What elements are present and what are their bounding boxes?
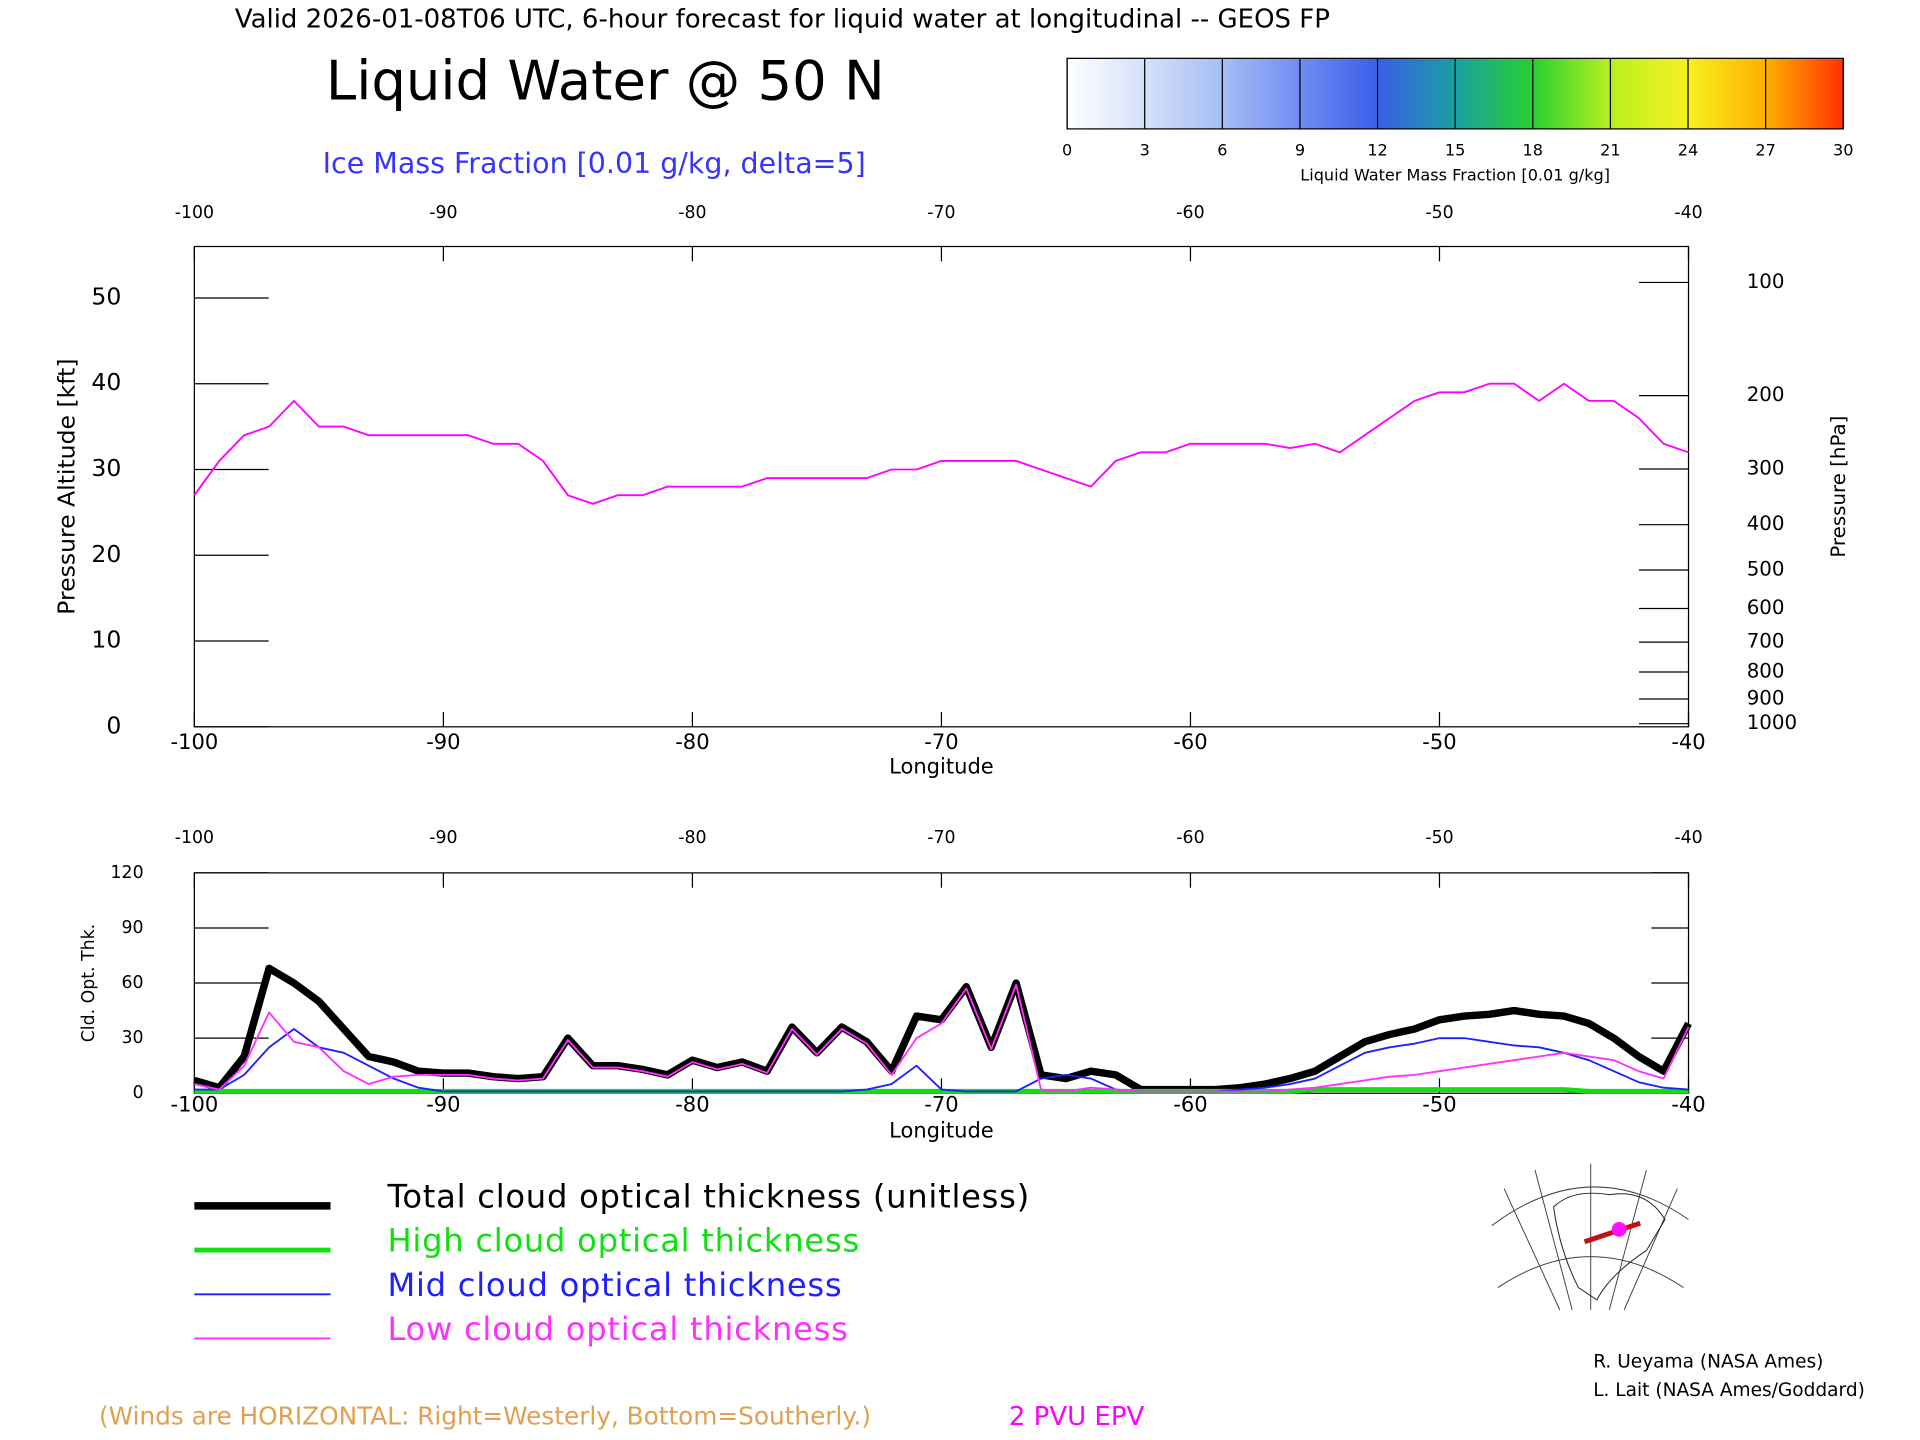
x-tick-label: -100 — [170, 729, 218, 754]
x-tick-label: -50 — [1422, 729, 1456, 754]
x-tick-label-top: -50 — [1425, 203, 1453, 223]
map-meridian — [1503, 1163, 1678, 1311]
x-axis-label: Longitude — [889, 1118, 994, 1143]
y-tick-label: 120 — [111, 863, 144, 883]
y2-tick-label: 600 — [1747, 596, 1785, 619]
y-tick-label: 20 — [91, 540, 121, 568]
chart-title: Liquid Water @ 50 N — [326, 48, 885, 112]
y-tick-label: 90 — [122, 918, 144, 938]
x-tick-label-top: -100 — [175, 828, 214, 848]
credit: L. Lait (NASA Ames/Goddard) — [1593, 1380, 1865, 1401]
locator-map — [1491, 1163, 1689, 1311]
y2-tick-label: 700 — [1747, 630, 1785, 653]
colorbar-tick-label: 9 — [1295, 141, 1305, 160]
x-tick-label-top: -100 — [175, 203, 214, 223]
colorbar-tick-label: 24 — [1678, 141, 1698, 160]
x-tick-label-top: -70 — [927, 203, 955, 223]
x-tick-label-top: -40 — [1674, 203, 1702, 223]
map-point — [1611, 1221, 1627, 1237]
y-tick-label: 10 — [91, 626, 121, 654]
x-tick-label-top: -60 — [1176, 828, 1204, 848]
colorbar-tick-label: 30 — [1833, 141, 1853, 160]
colorbar-tick-label: 12 — [1367, 141, 1387, 160]
x-tick-label-top: -60 — [1176, 203, 1204, 223]
y-tick-label: 0 — [106, 711, 121, 739]
series-line — [194, 983, 1690, 1093]
x-tick-label-top: -40 — [1674, 828, 1702, 848]
colorbar-tick-label: 18 — [1523, 141, 1543, 160]
colorbar-tick-label: 15 — [1445, 141, 1465, 160]
series-line — [194, 1028, 1689, 1093]
x-tick-label-top: -90 — [429, 828, 457, 848]
y2-tick-label: 400 — [1747, 512, 1785, 535]
map-track — [1583, 1220, 1642, 1245]
y-tick-label: 30 — [91, 454, 121, 482]
y2-tick-label: 100 — [1747, 270, 1785, 293]
legend-label: Total cloud optical thickness (unitless) — [386, 1177, 1030, 1215]
map-coast — [1553, 1192, 1666, 1301]
y-axis-label: Cld. Opt. Thk. — [79, 924, 99, 1043]
x-tick-label-top: -70 — [927, 828, 955, 848]
x-tick-label: -70 — [924, 1092, 958, 1117]
pv-legend: 2 PVU EPV — [1009, 1402, 1145, 1432]
x-tick-label-top: -80 — [678, 203, 706, 223]
x-tick-label-top: -90 — [429, 203, 457, 223]
x-axis-label: Longitude — [889, 754, 994, 779]
legend-label: High cloud optical thickness — [387, 1222, 860, 1260]
x-tick-label-top: -50 — [1425, 828, 1453, 848]
x-tick-label: -40 — [1671, 1092, 1705, 1117]
x-tick-label: -80 — [675, 729, 709, 754]
x-tick-label: -50 — [1422, 1092, 1456, 1117]
x-tick-label: -80 — [675, 1092, 709, 1117]
y-tick-label: 40 — [91, 368, 121, 396]
x-tick-label: -100 — [170, 1092, 218, 1117]
x-tick-label: -70 — [924, 729, 958, 754]
series-line — [193, 964, 1692, 1094]
x-tick-label: -60 — [1173, 1092, 1207, 1117]
y-tick-label: 60 — [122, 973, 144, 993]
y2-tick-label: 900 — [1747, 687, 1785, 710]
legend-label: Mid cloud optical thickness — [387, 1266, 842, 1304]
colorbar-tick-label: 27 — [1755, 141, 1775, 160]
y-axis-label: Pressure Altitude [kft] — [53, 358, 81, 614]
x-tick-label: -90 — [426, 729, 460, 754]
x-tick-label: -40 — [1671, 729, 1705, 754]
x-tick-label: -60 — [1173, 729, 1207, 754]
colorbar-tick-label: 6 — [1217, 141, 1227, 160]
colorbar-tick-label: 0 — [1062, 141, 1072, 160]
x-tick-label-top: -80 — [678, 828, 706, 848]
colorbar-tick-label: 3 — [1140, 141, 1150, 160]
chart-subtitle: Ice Mass Fraction [0.01 g/kg, delta=5] — [323, 147, 866, 180]
y2-tick-label: 500 — [1747, 558, 1785, 581]
y-tick-label: 50 — [91, 282, 121, 310]
x-tick-label: -90 — [426, 1092, 460, 1117]
header: Valid 2026-01-08T06 UTC, 6-hour forecast… — [235, 4, 1330, 34]
colorbar-label: Liquid Water Mass Fraction [0.01 g/kg] — [1300, 165, 1610, 184]
colorbar-tick-label: 21 — [1600, 141, 1620, 160]
series-line — [193, 382, 1689, 505]
legend-label: Low cloud optical thickness — [387, 1310, 848, 1348]
footer-note: (Winds are HORIZONTAL: Right=Westerly, B… — [99, 1402, 871, 1431]
credit: R. Ueyama (NASA Ames) — [1593, 1351, 1823, 1372]
y2-tick-label: 1000 — [1747, 711, 1797, 734]
y-tick-label: 30 — [122, 1028, 144, 1048]
y2-tick-label: 200 — [1747, 383, 1785, 406]
y2-axis-label: Pressure [hPa] — [1827, 416, 1850, 558]
y2-tick-label: 800 — [1747, 659, 1785, 682]
y-tick-label: 0 — [133, 1083, 144, 1103]
y2-tick-label: 300 — [1747, 457, 1785, 480]
